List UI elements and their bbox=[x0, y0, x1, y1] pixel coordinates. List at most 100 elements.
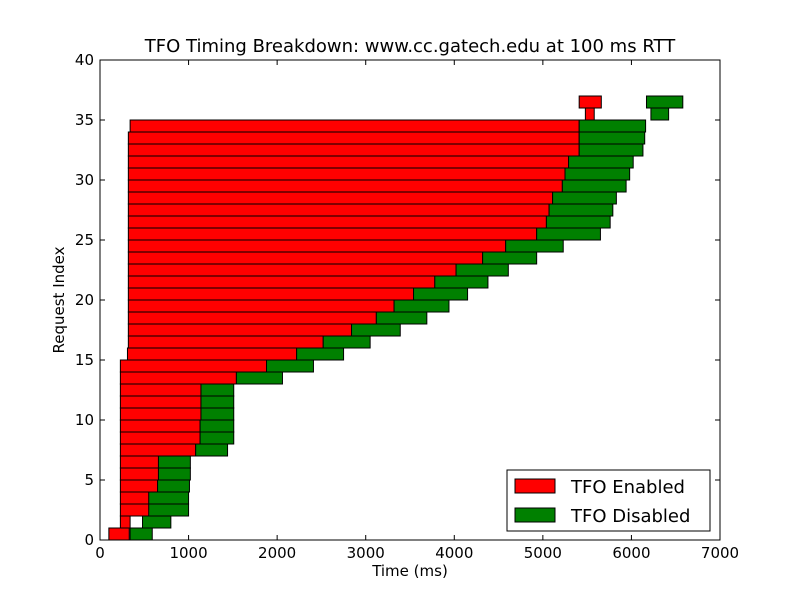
bar-tfo-enabled-12 bbox=[119, 383, 202, 397]
bar-tfo-enabled-21 bbox=[127, 275, 436, 289]
bar-tfo-enabled-28 bbox=[127, 191, 554, 205]
y-tick-label: 40 bbox=[75, 51, 94, 69]
bar-tfo-disabled-30 bbox=[564, 167, 631, 181]
bar-tfo-enabled-11 bbox=[119, 395, 202, 409]
bar-tfo-enabled-27 bbox=[127, 203, 550, 217]
bar-tfo-enabled-33 bbox=[127, 131, 580, 145]
bar-tfo-disabled-21 bbox=[434, 275, 489, 289]
bar-tfo-disabled-32 bbox=[578, 143, 644, 157]
x-tick-label: 2000 bbox=[258, 544, 296, 562]
bar-tfo-enabled-17 bbox=[127, 323, 353, 337]
bar-tfo-disabled-6 bbox=[157, 455, 191, 469]
legend-label-tfo-disabled: TFO Disabled bbox=[570, 506, 690, 527]
bar-tfo-disabled-23 bbox=[482, 251, 538, 265]
bar-tfo-disabled-16 bbox=[322, 335, 371, 349]
bar-tfo-disabled-18 bbox=[375, 311, 428, 325]
bar-tfo-disabled-7 bbox=[195, 443, 229, 457]
bar-tfo-enabled-34 bbox=[129, 119, 580, 133]
bar-tfo-disabled-25 bbox=[536, 227, 601, 241]
bar-tfo-disabled-35 bbox=[650, 107, 670, 121]
bar-tfo-disabled-19 bbox=[393, 299, 450, 313]
x-tick-label: 4000 bbox=[435, 544, 473, 562]
x-tick-label: 6000 bbox=[612, 544, 650, 562]
bar-tfo-disabled-13 bbox=[235, 371, 283, 385]
bar-tfo-enabled-29 bbox=[127, 179, 563, 193]
x-tick-label: 1000 bbox=[169, 544, 207, 562]
bar-tfo-enabled-5 bbox=[119, 467, 159, 481]
bar-tfo-disabled-31 bbox=[568, 155, 634, 169]
bar-tfo-enabled-36 bbox=[578, 95, 602, 109]
bar-tfo-disabled-3 bbox=[148, 491, 190, 505]
bar-tfo-disabled-1 bbox=[142, 515, 172, 529]
bar-tfo-enabled-22 bbox=[127, 263, 457, 277]
bar-tfo-disabled-29 bbox=[561, 179, 627, 193]
bar-tfo-enabled-18 bbox=[127, 311, 377, 325]
bar-tfo-disabled-2 bbox=[148, 503, 190, 517]
bar-tfo-enabled-20 bbox=[127, 287, 415, 301]
y-axis-label: Request Index bbox=[50, 246, 68, 353]
bar-tfo-enabled-35 bbox=[584, 107, 595, 121]
bar-tfo-enabled-14 bbox=[119, 359, 268, 373]
bar-tfo-disabled-12 bbox=[200, 383, 235, 397]
bar-tfo-enabled-0 bbox=[108, 527, 130, 541]
legend: TFO Enabled TFO Disabled bbox=[506, 469, 711, 532]
bar-tfo-disabled-34 bbox=[578, 119, 647, 133]
bar-tfo-disabled-15 bbox=[296, 347, 345, 361]
y-tick-label: 30 bbox=[75, 171, 94, 189]
bar-tfo-disabled-0 bbox=[129, 527, 153, 541]
bar-tfo-enabled-6 bbox=[119, 455, 159, 469]
bar-tfo-enabled-9 bbox=[119, 419, 201, 433]
bar-tfo-disabled-20 bbox=[413, 287, 469, 301]
bars-layer bbox=[108, 95, 684, 541]
bar-tfo-enabled-25 bbox=[127, 227, 538, 241]
legend-label-tfo-enabled: TFO Enabled bbox=[570, 477, 685, 498]
bar-tfo-enabled-10 bbox=[119, 407, 202, 421]
bar-tfo-enabled-26 bbox=[127, 215, 547, 229]
bar-tfo-enabled-31 bbox=[127, 155, 570, 169]
bar-tfo-disabled-26 bbox=[545, 215, 611, 229]
bar-tfo-disabled-11 bbox=[200, 395, 235, 409]
bar-tfo-enabled-3 bbox=[119, 491, 151, 505]
bar-tfo-enabled-13 bbox=[119, 371, 237, 385]
bar-tfo-enabled-30 bbox=[127, 167, 566, 181]
bar-tfo-disabled-10 bbox=[200, 407, 235, 421]
x-tick-label: 0 bbox=[95, 544, 105, 562]
bar-tfo-disabled-36 bbox=[645, 95, 684, 109]
legend-swatch-tfo-disabled bbox=[514, 507, 556, 523]
bar-tfo-disabled-33 bbox=[578, 131, 646, 145]
bar-tfo-enabled-8 bbox=[119, 431, 201, 445]
bar-tfo-enabled-24 bbox=[127, 239, 507, 253]
bar-tfo-disabled-24 bbox=[505, 239, 564, 253]
bar-tfo-enabled-7 bbox=[119, 443, 197, 457]
bar-tfo-enabled-16 bbox=[127, 335, 324, 349]
chart-title: TFO Timing Breakdown: www.cc.gatech.edu … bbox=[144, 36, 676, 57]
x-axis-label: Time (ms) bbox=[371, 562, 448, 580]
bar-tfo-enabled-19 bbox=[127, 299, 395, 313]
bar-tfo-enabled-15 bbox=[126, 347, 298, 361]
bar-tfo-disabled-9 bbox=[199, 419, 235, 433]
bar-tfo-enabled-23 bbox=[127, 251, 484, 265]
x-tick-label: 5000 bbox=[524, 544, 562, 562]
x-tick-label: 7000 bbox=[701, 544, 739, 562]
bar-tfo-disabled-14 bbox=[266, 359, 314, 373]
bar-tfo-disabled-4 bbox=[157, 479, 190, 493]
y-tick-label: 5 bbox=[84, 471, 94, 489]
bar-tfo-disabled-28 bbox=[552, 191, 617, 205]
bar-tfo-disabled-8 bbox=[199, 431, 235, 445]
y-tick-label: 20 bbox=[75, 291, 94, 309]
bar-tfo-disabled-17 bbox=[351, 323, 401, 337]
bar-tfo-disabled-22 bbox=[455, 263, 509, 277]
ticks-layer: 0 1000 2000 3000 4000 5000 6000 7000 0 5 10 15 20 25 3… bbox=[75, 51, 739, 562]
bar-tfo-enabled-4 bbox=[119, 479, 159, 493]
x-tick-label: 3000 bbox=[347, 544, 385, 562]
bar-tfo-enabled-1 bbox=[119, 515, 131, 529]
bar-tfo-disabled-27 bbox=[548, 203, 614, 217]
y-tick-label: 15 bbox=[75, 351, 94, 369]
y-tick-label: 10 bbox=[75, 411, 94, 429]
y-tick-label: 25 bbox=[75, 231, 94, 249]
legend-swatch-tfo-enabled bbox=[514, 478, 556, 494]
bar-tfo-enabled-2 bbox=[119, 503, 151, 517]
bar-tfo-disabled-5 bbox=[157, 467, 191, 481]
y-tick-label: 0 bbox=[84, 531, 94, 549]
